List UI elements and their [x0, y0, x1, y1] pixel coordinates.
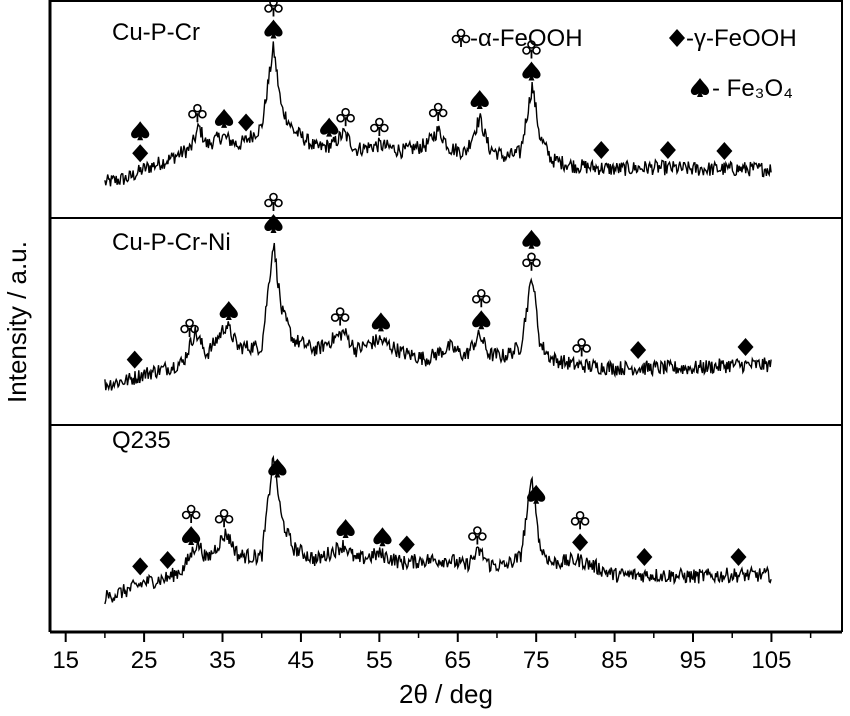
legend-item-magnetite: - Fe₃O₄	[690, 75, 793, 102]
diamond-icon	[572, 533, 589, 552]
x-tick-label: 85	[601, 647, 628, 674]
series-label: Q235	[112, 427, 171, 454]
club-icon	[370, 117, 389, 136]
peak-markers	[126, 0, 754, 576]
diamond-icon	[398, 535, 415, 554]
legend-item-alpha: -α-FeOOH	[451, 25, 583, 52]
spade-icon	[690, 78, 710, 97]
diamond-icon	[593, 140, 610, 159]
club-icon	[572, 338, 591, 357]
spade-icon	[264, 19, 283, 39]
panel-labels: Cu-P-Cr Cu-P-Cr-Ni Q235	[112, 19, 231, 454]
club-icon	[471, 288, 491, 308]
legend-label-alpha: -α-FeOOH	[470, 25, 583, 52]
x-tick-label: 75	[523, 647, 550, 674]
spade-icon	[336, 519, 355, 538]
spade-icon	[214, 108, 234, 128]
x-axis-label: 2θ / deg	[399, 679, 493, 709]
series-label: Cu-P-Cr-Ni	[112, 229, 231, 256]
club-icon	[570, 511, 590, 530]
series-line	[104, 242, 772, 392]
legend-label-gamma: -γ-FeOOH	[686, 25, 797, 52]
x-tick-label: 55	[366, 647, 393, 674]
club-icon	[468, 526, 487, 545]
club-icon	[451, 28, 471, 47]
diamond-icon	[630, 341, 647, 359]
diamond-icon	[730, 548, 747, 566]
club-icon	[181, 504, 201, 523]
legend-item-gamma: -γ-FeOOH	[669, 25, 797, 52]
y-axis-label: Intensity / a.u.	[2, 241, 32, 403]
diamond-icon	[716, 142, 733, 160]
legend: -α-FeOOH -γ-FeOOH - Fe₃O₄	[451, 25, 797, 102]
diamond-icon	[132, 144, 149, 163]
diamond-icon	[132, 557, 149, 576]
diamond-icon	[636, 548, 653, 566]
club-icon	[214, 508, 234, 528]
spade-icon	[268, 458, 287, 478]
series-line	[104, 454, 772, 605]
x-tick-label: 65	[444, 647, 471, 674]
x-tick-label: 35	[209, 647, 236, 674]
diamond-icon	[238, 113, 255, 132]
spade-icon	[131, 121, 150, 141]
diamond-icon	[737, 338, 754, 356]
spade-icon	[472, 310, 491, 330]
x-tick-label: 95	[680, 647, 707, 674]
club-icon	[522, 252, 541, 271]
spade-icon	[470, 90, 489, 109]
spade-icon	[371, 312, 391, 332]
club-icon	[522, 40, 541, 59]
club-icon	[336, 107, 355, 127]
spade-icon	[320, 117, 339, 137]
club-icon	[330, 307, 350, 326]
series-line	[104, 41, 772, 187]
x-ticks	[64, 632, 812, 642]
x-tick-label: 15	[52, 647, 79, 674]
spade-icon	[264, 214, 283, 233]
series-label: Cu-P-Cr	[112, 19, 200, 46]
x-tick-label: 45	[288, 647, 315, 674]
diamond-icon	[159, 551, 176, 569]
spade-icon	[522, 229, 541, 249]
diamond-icon	[659, 141, 676, 160]
diamond-icon	[126, 350, 143, 369]
club-icon	[428, 102, 448, 121]
club-icon	[451, 28, 471, 47]
club-icon	[264, 192, 283, 211]
spade-icon	[527, 484, 546, 504]
club-icon	[264, 0, 283, 17]
x-tick-label: 25	[131, 647, 158, 674]
diamond-icon	[669, 29, 685, 47]
x-tick-labels: 15 25 35 45 55 65 75 85 95 105	[52, 647, 791, 674]
spade-icon	[690, 78, 710, 97]
x-tick-label: 105	[751, 647, 791, 674]
club-icon	[180, 318, 199, 337]
spade-icon	[522, 61, 541, 81]
axis-frame	[48, 0, 843, 634]
club-icon	[188, 103, 207, 123]
diamond-icon	[669, 29, 685, 47]
series-group	[104, 41, 772, 605]
legend-label-magnetite: - Fe₃O₄	[712, 75, 793, 102]
spade-icon	[182, 526, 201, 545]
spade-icon	[219, 301, 238, 320]
spade-icon	[373, 527, 392, 547]
